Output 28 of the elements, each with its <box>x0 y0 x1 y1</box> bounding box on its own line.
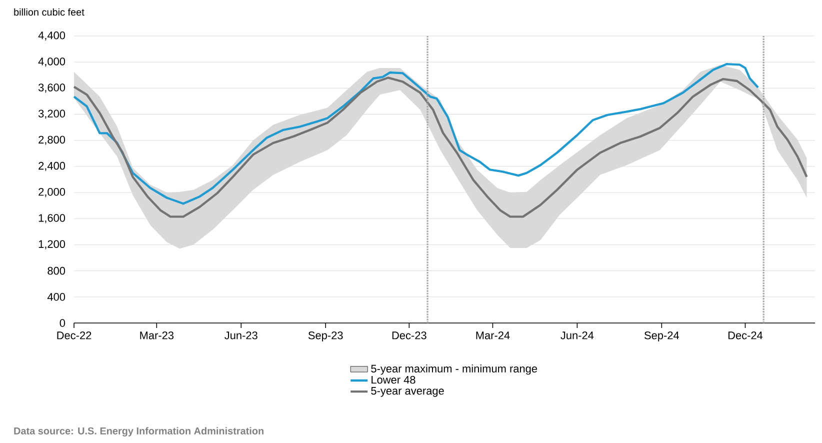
y-tick-label: 1,600 <box>38 214 66 224</box>
y-tick-label: 2,800 <box>38 136 66 145</box>
legend-label: 5-year average <box>371 387 444 397</box>
x-tick-label: Dec-23 <box>392 332 426 340</box>
line-series <box>72 76 808 218</box>
x-tick-label: Dec-24 <box>728 332 763 340</box>
source-note: Data source: U.S. Energy Information Administration <box>14 427 264 436</box>
y-tick-label: 2,400 <box>38 162 66 171</box>
x-tick-label: Dec-22 <box>57 332 92 340</box>
legend-label: Lower 48 <box>372 376 416 384</box>
x-tick-label: Mar-24 <box>476 332 510 340</box>
y-tick-label: 4,400 <box>38 31 66 41</box>
y-tick-label: 3,600 <box>38 84 66 93</box>
y-tick-label: 4,000 <box>38 58 66 67</box>
y-axis-title: billion cubic feet <box>14 8 84 16</box>
y-tick-label: 400 <box>47 293 66 301</box>
y-tick-label: 1,200 <box>38 240 66 250</box>
y-tick-label: 0 <box>60 319 66 327</box>
y-tick-label: 2,000 <box>38 188 66 198</box>
line-series <box>72 62 760 205</box>
x-tick-label: Jun-23 <box>224 332 258 340</box>
x-tick-label: Mar-23 <box>140 332 174 340</box>
x-tick-label: Sep-23 <box>308 332 343 342</box>
y-tick-label: 3,200 <box>38 110 66 119</box>
legend-label: 5-year maximum - minimum range <box>371 364 538 375</box>
x-tick-label: Sep-24 <box>644 332 680 342</box>
x-tick-label: Jun-24 <box>560 332 594 340</box>
y-tick-label: 800 <box>48 266 66 275</box>
